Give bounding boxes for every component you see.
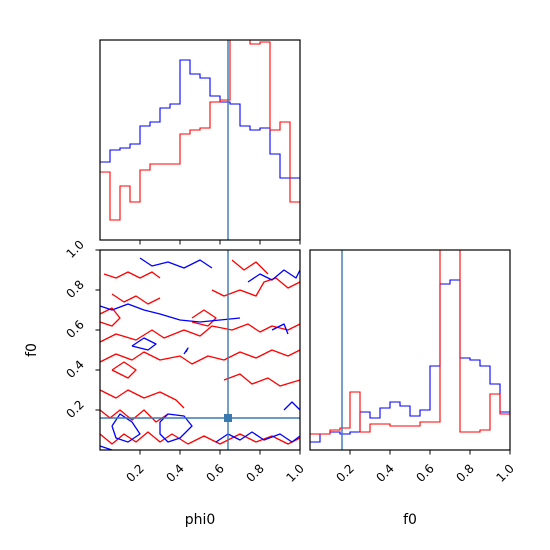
contour-line-series-1 <box>211 277 301 297</box>
f0-hist-x-tick-label: 0.8 <box>453 461 476 484</box>
contour-frame <box>99 249 301 451</box>
contour-line-series-1 <box>99 389 185 409</box>
contour-y-tick-label: 0.6 <box>63 317 86 340</box>
contour-line-series-1 <box>111 293 161 305</box>
f0-hist-series-1 <box>310 279 510 443</box>
phi0-hist-frame <box>99 39 301 241</box>
contour-line-series-1 <box>99 431 301 445</box>
phi0-hist-series-1 <box>100 59 300 179</box>
contour-line-series-2 <box>99 303 241 323</box>
truth-marker <box>224 414 232 422</box>
phi0-histogram-panel <box>99 39 301 245</box>
phi0-hist-series-2 <box>100 39 300 221</box>
contour-line-series-2 <box>283 401 301 411</box>
contour-line-series-2 <box>111 413 141 443</box>
f0-hist-x-tick-label: 0.2 <box>333 461 356 484</box>
f0-hist-frame <box>309 249 511 451</box>
contour-line-series-1 <box>99 409 169 423</box>
contour-line-series-2 <box>159 413 193 443</box>
contour-x-tick-label: 0.8 <box>243 461 266 484</box>
y-axis-label-f0: f0 <box>24 343 40 357</box>
contour-y-tick-label: 1.0 <box>63 237 86 260</box>
f0-hist-x-tick-label: 0.6 <box>413 461 436 484</box>
contour-y-tick-label: 0.2 <box>63 397 86 420</box>
f0-hist-x-tick-label: 1.0 <box>493 461 516 484</box>
contour-line-series-1 <box>103 271 161 279</box>
contour-line-series-1 <box>111 361 137 379</box>
f0-hist-series-2 <box>310 249 510 435</box>
contour-x-tick-label: 0.4 <box>163 461 186 484</box>
contour-line-series-2 <box>247 269 301 283</box>
contour-line-series-2 <box>215 431 301 443</box>
contour-line-series-1 <box>99 323 301 343</box>
contour-line-series-2 <box>271 323 289 335</box>
contour-x-tick-label: 0.6 <box>203 461 226 484</box>
x-axis-label-f0: f0 <box>403 512 417 528</box>
contour-line-series-2 <box>131 337 157 351</box>
contour-line-series-2 <box>99 445 113 451</box>
contour-line-series-1 <box>223 373 301 387</box>
contour-line-series-1 <box>231 259 269 275</box>
contour-line-series-1 <box>99 307 121 327</box>
contour-line-series-1 <box>191 309 217 327</box>
contour-line-series-1 <box>99 349 301 365</box>
contour-x-tick-label: 0.2 <box>123 461 146 484</box>
contour-line-series-2 <box>139 257 213 269</box>
x-axis-label-phi0: phi0 <box>185 512 216 528</box>
contour-x-tick-label: 1.0 <box>283 461 306 484</box>
phi0-f0-contour-panel: 0.2 0.4 0.6 0.8 1.0 0.2 0.4 0.6 0.8 1.0 <box>63 237 306 484</box>
f0-hist-x-tick-label: 0.4 <box>373 461 396 484</box>
contour-line-series-2 <box>183 347 189 355</box>
contour-y-tick-label: 0.8 <box>63 277 86 300</box>
f0-histogram-panel: 0.2 0.4 0.6 0.8 1.0 <box>309 249 517 485</box>
contour-y-tick-label: 0.4 <box>63 357 86 380</box>
